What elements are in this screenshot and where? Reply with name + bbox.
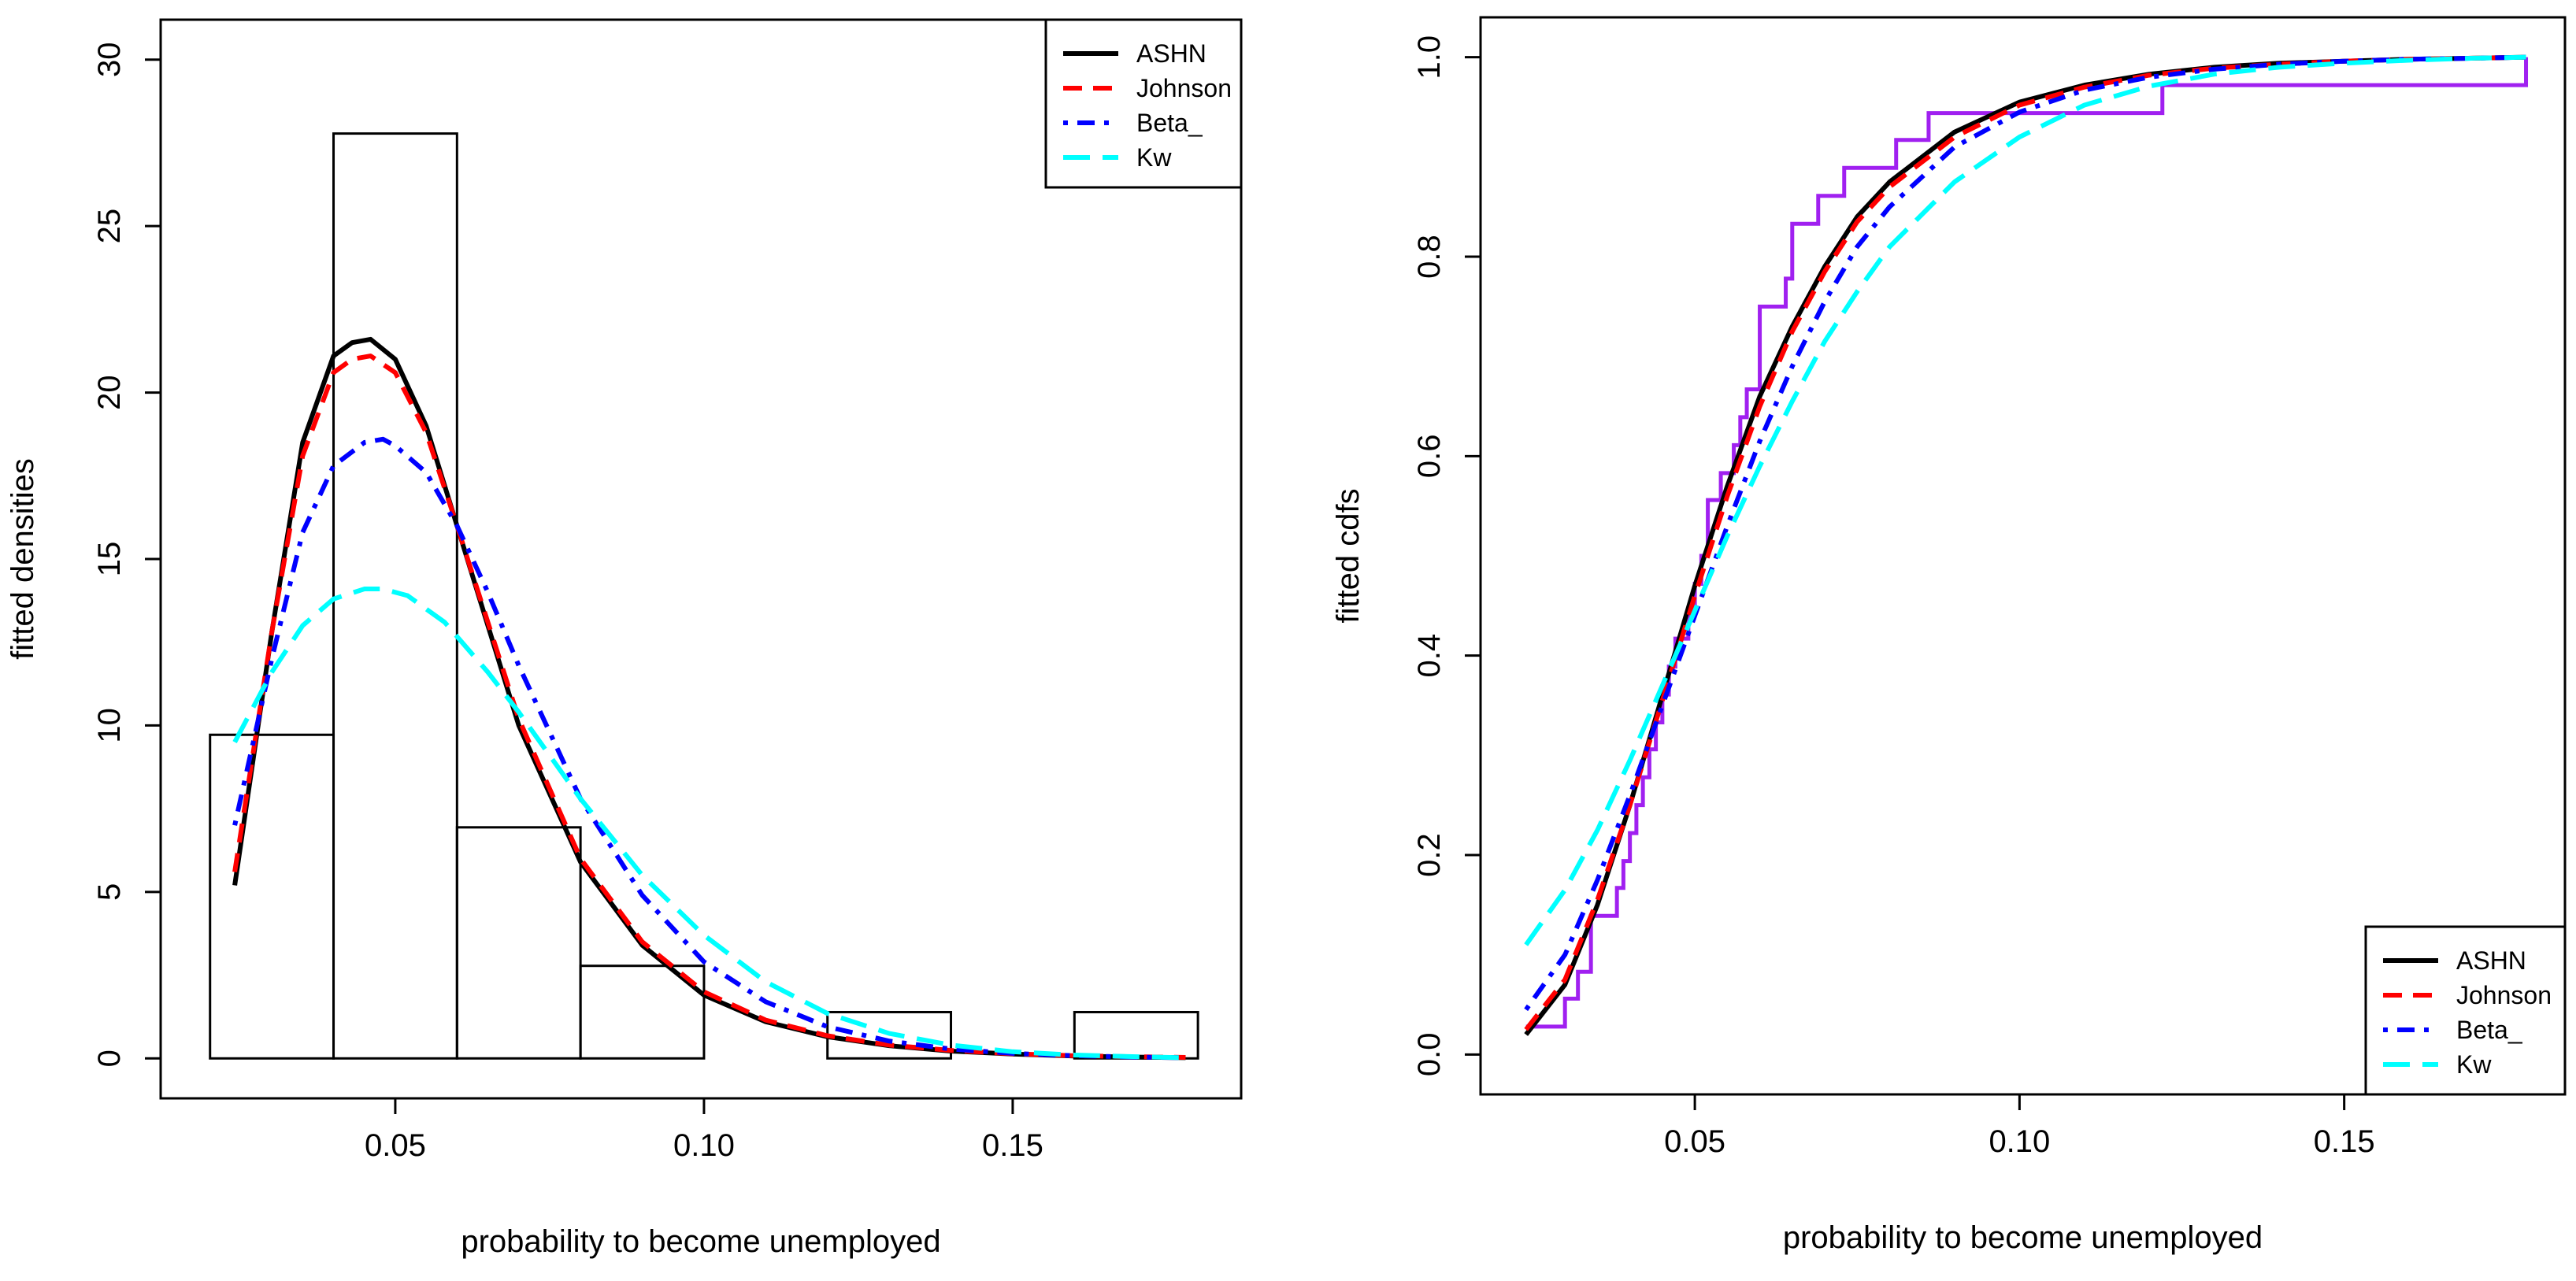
x-tick-label: 0.05: [365, 1128, 426, 1163]
series-line-ashn: [1524, 54, 2526, 1036]
legend-label-ashn: ASHN: [2456, 946, 2526, 975]
y-tick-label: 0.2: [1412, 833, 1447, 877]
y-axis: 0.0 0.2 0.4 0.6 0.8 1.0: [1412, 35, 1481, 1076]
y-tick-label: 1.0: [1412, 35, 1447, 80]
y-tick-label: 10: [92, 708, 127, 743]
y-axis-title: fitted cdfs: [1331, 488, 1366, 623]
histogram-bar: [579, 964, 706, 1060]
legend-label-johnson: Johnson: [2456, 981, 2552, 1009]
x-axis: 0.05 0.10 0.15: [1664, 1094, 2375, 1159]
density-panel: 0.05 0.10 0.15 0 5 10 15 20 25 30 probability to b…: [6, 18, 1243, 1259]
x-tick-label: 0.10: [1989, 1124, 2050, 1159]
histogram-bar: [332, 132, 458, 1060]
legend-label-beta: Beta_: [1136, 109, 1203, 137]
y-tick-label: 5: [92, 883, 127, 901]
x-axis: 0.05 0.10 0.15: [365, 1098, 1043, 1163]
x-axis-title: probability to become unemployed: [1783, 1220, 2263, 1255]
y-axis: 0 5 10 15 20 25 30: [92, 42, 161, 1067]
y-tick-label: 0: [92, 1050, 127, 1067]
x-tick-label: 0.10: [673, 1128, 735, 1163]
y-tick-label: 0.8: [1412, 235, 1447, 279]
y-tick-label: 30: [92, 42, 127, 77]
legend: ASHN Johnson Beta_ Kw: [2364, 925, 2567, 1096]
y-tick-label: 0.0: [1412, 1033, 1447, 1077]
y-tick-label: 20: [92, 375, 127, 410]
legend: ASHN Johnson Beta_ Kw: [1044, 18, 1243, 189]
plot-frame: [1479, 16, 2567, 1096]
x-tick-label: 0.15: [2314, 1124, 2375, 1159]
series-line-johnson: [1524, 54, 2526, 1031]
cdf-panel: 0.05 0.10 0.15 0.0 0.2 0.4 0.6 0.8 1.0 probabilit…: [1331, 16, 2567, 1255]
series-line-kw: [1524, 54, 2526, 946]
series-line-beta: [1524, 54, 2526, 1012]
legend-label-kw: Kw: [2456, 1050, 2492, 1079]
x-axis-title: probability to become unemployed: [461, 1224, 940, 1259]
x-tick-label: 0.15: [982, 1128, 1043, 1163]
legend-label-beta: Beta_: [2456, 1016, 2523, 1044]
histogram-bar: [455, 826, 582, 1060]
legend-label-ashn: ASHN: [1136, 39, 1206, 68]
legend-label-kw: Kw: [1136, 143, 1172, 172]
histogram-bar: [1073, 1010, 1199, 1060]
y-tick-label: 0.6: [1412, 435, 1447, 479]
series-line-kw: [232, 587, 1186, 1061]
y-axis-title: fitted densities: [6, 458, 40, 660]
y-tick-label: 0.4: [1412, 634, 1447, 678]
series-line-johnson: [232, 354, 1186, 1060]
legend-label-johnson: Johnson: [1136, 74, 1232, 102]
histogram-bar: [209, 733, 335, 1060]
y-tick-label: 25: [92, 209, 127, 244]
ecdf-step-line: [1525, 57, 2529, 1029]
series-line-beta: [232, 436, 1186, 1061]
x-tick-label: 0.05: [1664, 1124, 1725, 1159]
y-tick-label: 15: [92, 542, 127, 577]
series-line-ashn: [232, 336, 1186, 1061]
